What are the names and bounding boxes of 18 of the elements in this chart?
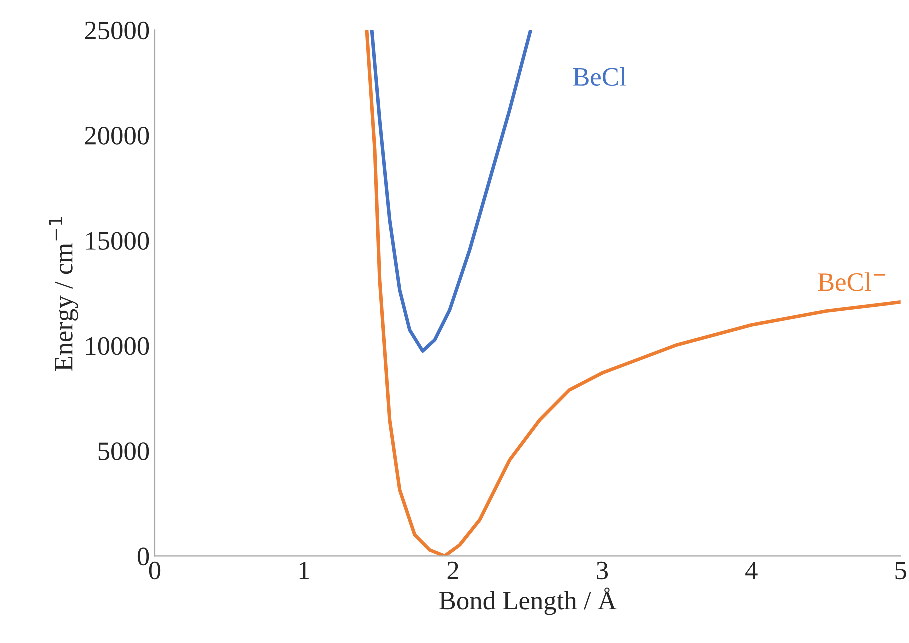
x-tick-label: 5 [896,562,906,580]
x-tick-label: 3 [597,562,608,580]
x-tick-label: 1 [300,562,310,580]
x-axis-title: Bond Length / Å [440,588,617,616]
y-tick-label: 0 [138,548,150,566]
x-tick-label: 2 [448,562,458,580]
y-tick-label: 20000 [85,127,150,145]
x-tick-label: 0 [149,562,161,580]
y-axis-title: Energy / cm$^{−1}$ [49,217,78,372]
series-label: BeCl$^{−}$ [818,272,886,292]
y-tick-label: 5000 [98,442,150,460]
line-series [365,30,901,556]
y-tick-label: 25000 [85,22,150,40]
series-label: BeCl [573,67,626,86]
x-tick-label: 4 [746,562,758,580]
y-tick-label: 15000 [86,232,150,250]
line-series [370,30,533,354]
y-tick-label: 10000 [86,337,150,356]
